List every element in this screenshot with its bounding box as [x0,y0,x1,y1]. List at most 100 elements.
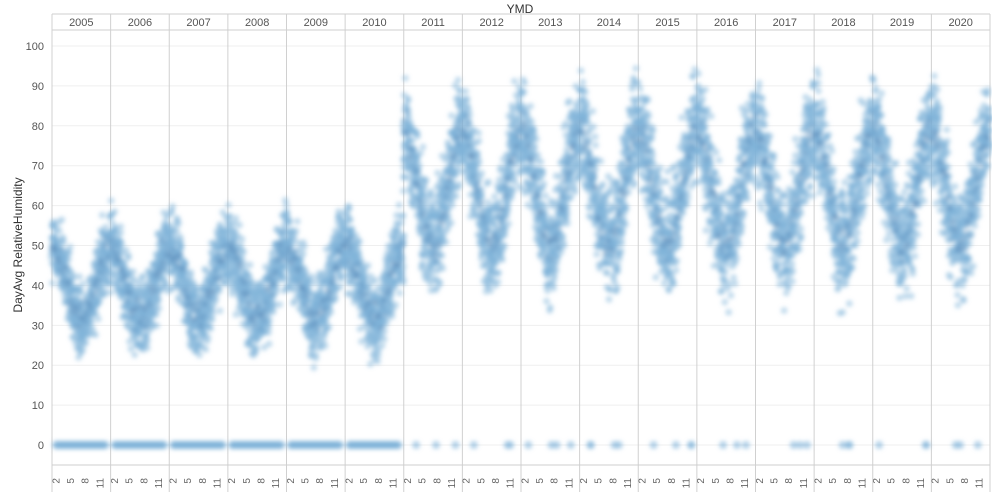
data-point-dense [196,306,201,311]
data-point-dense [161,267,166,272]
data-point [485,199,492,206]
data-point-dense [383,312,388,317]
data-point-dense [367,314,372,319]
data-point [111,208,118,215]
data-point-dense [238,261,243,266]
data-point-dense [78,324,83,329]
data-point-dense [126,283,131,288]
data-point-dense [230,241,235,246]
data-point-dense [410,149,415,154]
data-point [566,98,573,105]
data-point-dense [476,188,481,193]
data-point-dense [171,247,176,252]
data-point-dense [302,288,307,293]
data-point [401,233,408,240]
data-point-dense [213,268,218,273]
data-point-dense [115,251,120,256]
data-point-dense [298,266,303,271]
data-point [429,194,436,201]
zero-point [470,441,478,449]
data-point [453,193,460,200]
data-point [405,95,412,102]
data-point [464,96,471,103]
data-point-dense [369,309,374,314]
data-point [409,137,416,144]
data-point-dense [100,270,105,275]
data-point [163,215,170,222]
data-point-dense [76,306,81,311]
zero-point [101,441,109,449]
data-point [337,283,344,290]
data-point [423,177,430,184]
data-point-dense [433,259,438,264]
data-point [118,240,125,247]
data-point [328,308,335,315]
data-point-dense [504,192,509,197]
data-point [551,275,558,282]
data-point [448,112,455,119]
data-point-dense [442,210,447,215]
data-point [400,279,407,286]
data-point-dense [418,206,423,211]
data-point [102,224,109,231]
data-point [417,150,424,157]
data-point-dense [336,264,341,269]
data-point [542,203,549,210]
data-point-dense [416,183,421,188]
data-point [300,251,307,258]
data-point-dense [304,293,309,298]
data-point-dense [348,235,353,240]
data-point [543,298,550,305]
data-point-dense [117,257,122,262]
data-point [153,311,160,318]
data-point-dense [415,169,420,174]
data-point [239,236,246,243]
data-point [400,212,407,219]
data-point [439,252,446,259]
data-point [226,213,233,220]
data-point [89,325,96,332]
data-point [70,274,77,281]
data-point [213,296,220,303]
data-point-dense [331,275,336,280]
data-point [107,289,114,296]
data-point [312,344,319,351]
data-point [440,265,447,272]
data-point-dense [217,276,222,281]
data-point-dense [328,291,333,296]
data-point-dense [59,246,64,251]
data-point-dense [317,303,322,308]
data-point-dense [79,301,84,306]
data-point-dense [186,296,191,301]
data-point [80,281,87,288]
data-point-dense [506,176,511,181]
data-point [313,355,320,362]
data-point [270,308,277,315]
data-point-dense [364,291,369,296]
data-point [396,290,403,297]
data-point [510,169,517,176]
zero-point [394,441,402,449]
data-point-dense [197,299,202,304]
data-point-dense [449,162,454,167]
zero-point [219,441,227,449]
data-point-dense [63,265,68,270]
data-point [276,301,283,308]
data-point [96,298,103,305]
data-point [550,285,557,292]
data-point [169,203,176,210]
data-point [398,219,405,226]
data-point [436,281,443,288]
data-point-dense [88,301,93,306]
data-point-dense [145,324,150,329]
data-point [547,304,554,311]
data-point-dense [397,256,402,261]
data-point-dense [464,113,469,118]
data-point [117,223,124,230]
data-point-dense [500,206,505,211]
data-point [498,255,505,262]
data-point [553,267,560,274]
data-point-dense [480,200,485,205]
data-point-dense [315,327,320,332]
data-point [361,271,368,278]
